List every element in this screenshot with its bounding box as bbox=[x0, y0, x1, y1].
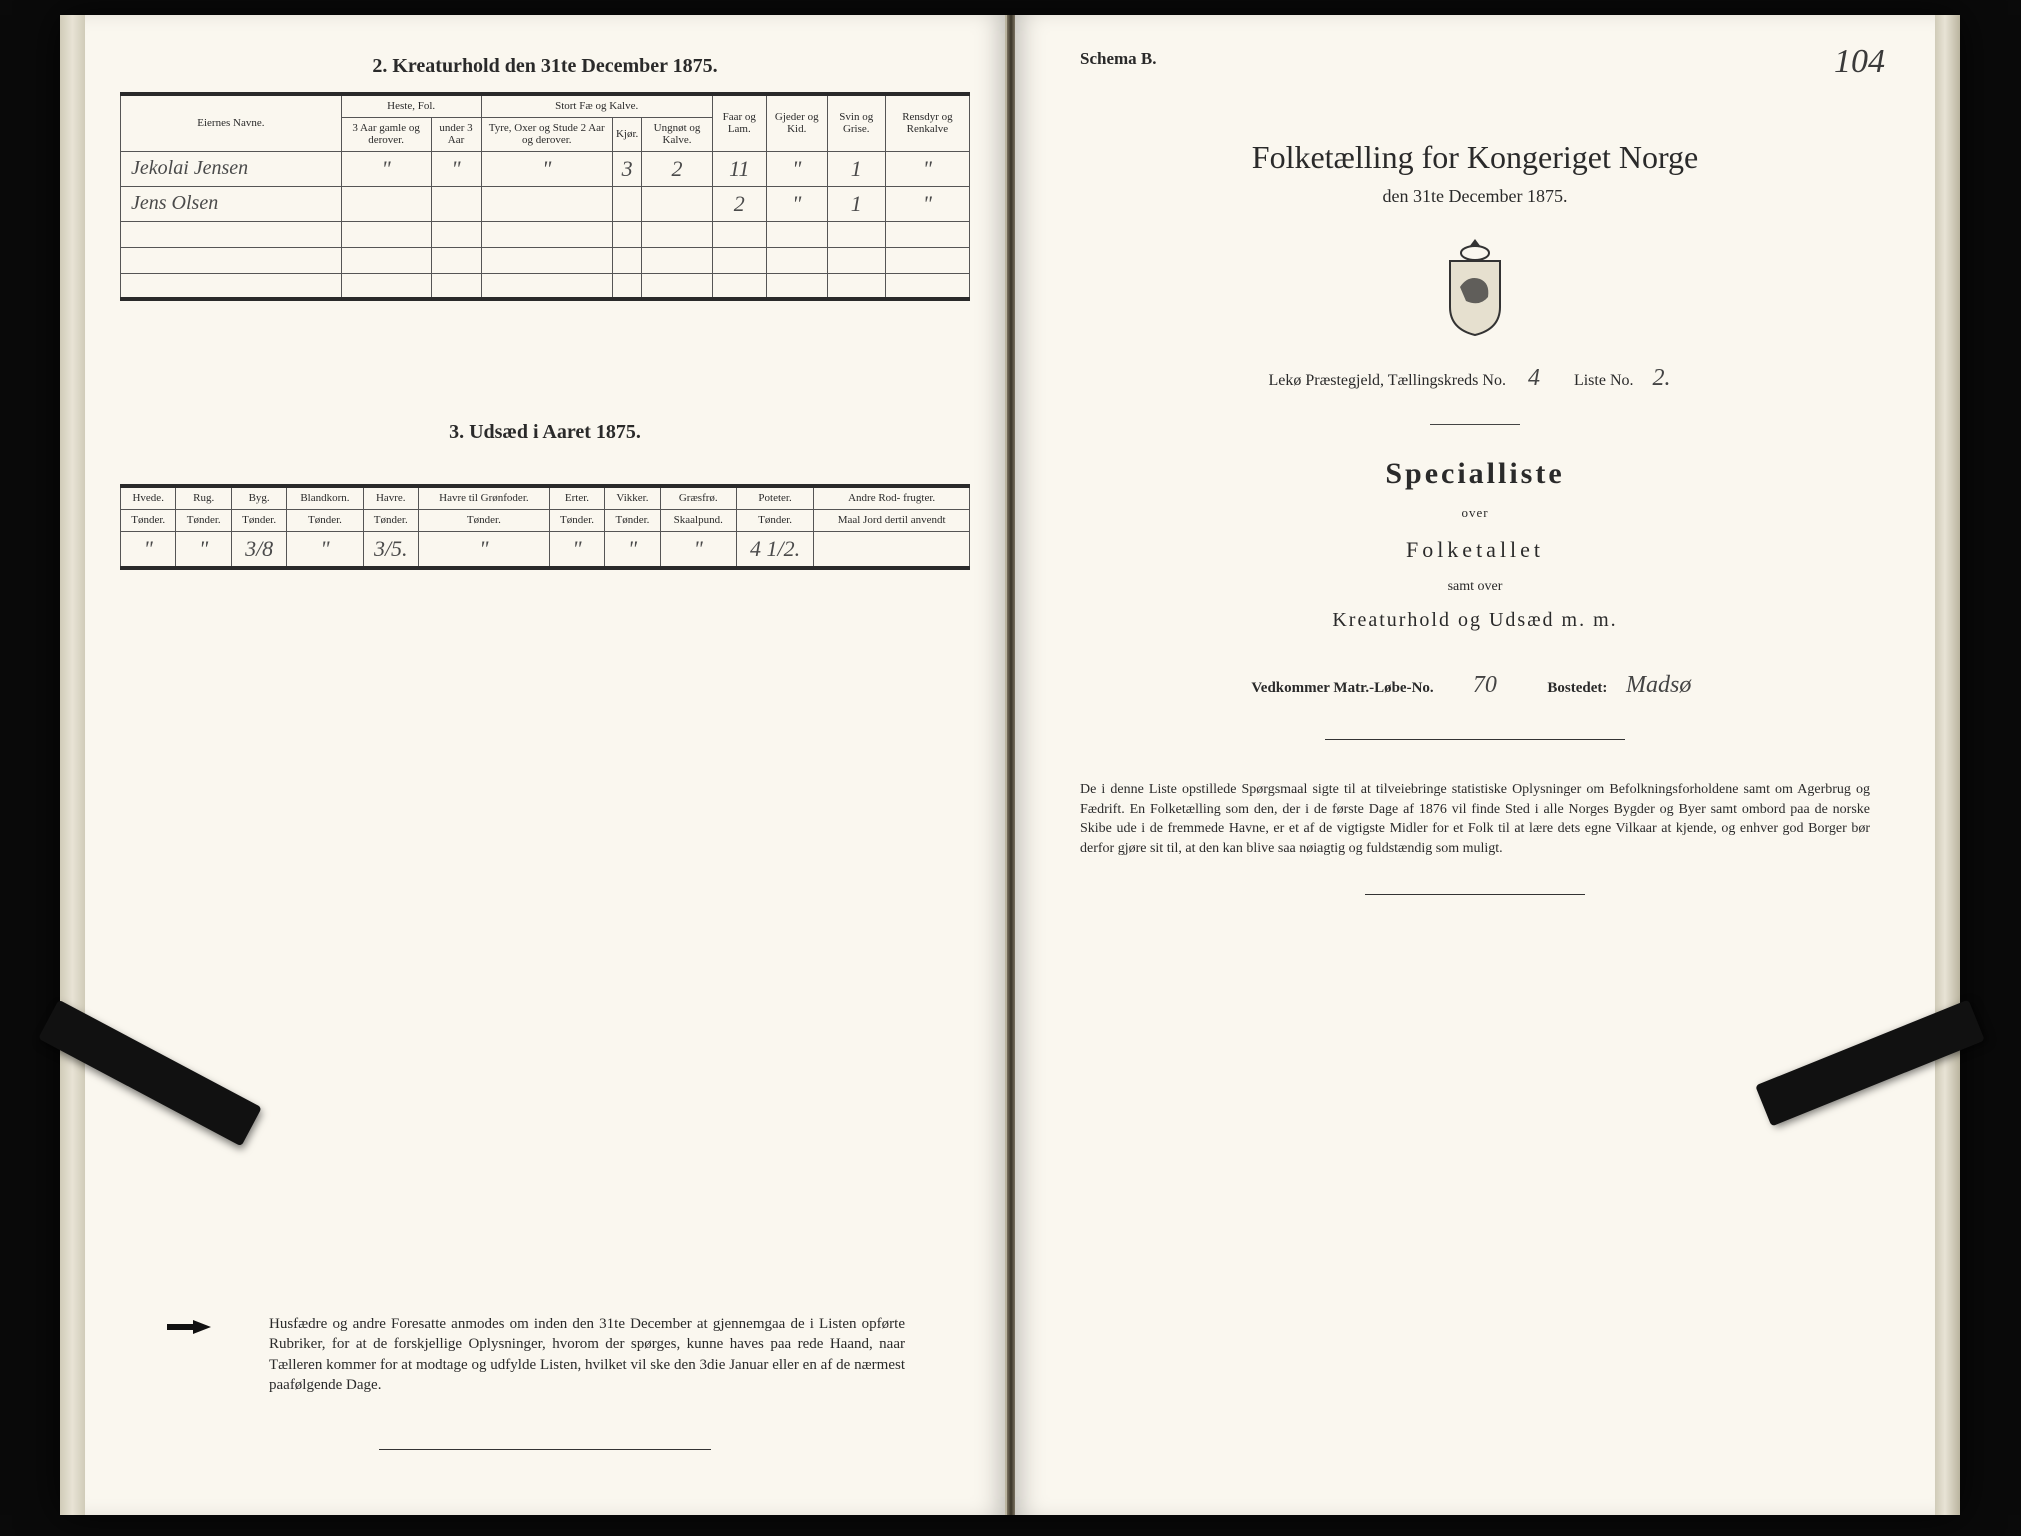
page-edges-left bbox=[60, 15, 85, 1515]
kreds-line: Lekø Præstegjeld, Tællingskreds No. 4 Li… bbox=[1050, 365, 1900, 392]
th-horses-b: under 3 Aar bbox=[431, 117, 481, 151]
kreds-prefix: Lekø Præstegjeld, Tællingskreds No. bbox=[1268, 372, 1505, 389]
census-title: Folketælling for Kongeriget Norge bbox=[1050, 139, 1900, 176]
table-kreaturhold: Eiernes Navne. Heste, Fol. Stort Fæ og K… bbox=[120, 92, 970, 301]
th-cattle-a: Tyre, Oxer og Stude 2 Aar og derover. bbox=[481, 117, 612, 151]
right-bottom-rule bbox=[1365, 894, 1585, 895]
table-row bbox=[121, 221, 970, 247]
vedkommer-line: Vedkommer Matr.-Løbe-No. 70 Bostedet: Ma… bbox=[1050, 672, 1900, 699]
owner-name: Jekolai Jensen bbox=[121, 151, 342, 186]
right-page: 104 Schema B. Folketælling for Kongerige… bbox=[1015, 15, 1935, 1515]
pointing-hand-icon bbox=[165, 1314, 215, 1340]
right-footnote-text: De i denne Liste opstillede Spørgsmaal s… bbox=[1080, 780, 1870, 858]
th-reindeer: Rensdyr og Renkalve bbox=[885, 94, 969, 151]
table-row bbox=[121, 247, 970, 273]
owner-name: Jens Olsen bbox=[121, 186, 342, 221]
section3-title: 3. Udsæd i Aaret 1875. bbox=[120, 421, 970, 444]
th-goats: Gjeder og Kid. bbox=[766, 94, 827, 151]
matr-no: 70 bbox=[1445, 672, 1525, 699]
th-cattle-c: Ungnøt og Kalve. bbox=[642, 117, 712, 151]
th-horses: Heste, Fol. bbox=[341, 94, 481, 117]
left-bottom-rule bbox=[379, 1449, 710, 1450]
kreaturhold-heading: Kreaturhold og Udsæd m. m. bbox=[1050, 609, 1900, 632]
vedk-label-a: Vedkommer Matr.-Løbe-No. bbox=[1251, 680, 1433, 696]
book-spread: 2. Kreaturhold den 31te December 1875. E… bbox=[60, 15, 1960, 1515]
section2-title: 2. Kreaturhold den 31te December 1875. bbox=[120, 55, 970, 78]
page-number: 104 bbox=[1834, 43, 1885, 81]
over-label: over bbox=[1050, 505, 1900, 521]
table-row: Jens Olsen 2 " 1 " bbox=[121, 186, 970, 221]
liste-label: Liste No. bbox=[1574, 372, 1634, 389]
liste-no: 2. bbox=[1642, 365, 1682, 392]
table-udsaed: Hvede. Rug. Byg. Blandkorn. Havre. Havre… bbox=[120, 484, 970, 569]
bosted: Madsø bbox=[1619, 672, 1699, 699]
page-edges-right bbox=[1935, 15, 1960, 1515]
left-footnote-block: Husfædre og andre Foresatte anmodes om i… bbox=[165, 1314, 945, 1395]
census-subtitle: den 31te December 1875. bbox=[1050, 186, 1900, 207]
table-row: " " 3/8 " 3/5. " " " " 4 1/2. bbox=[121, 531, 970, 568]
book-spine bbox=[1007, 15, 1015, 1515]
folketallet-heading: Folketallet bbox=[1050, 537, 1900, 563]
schema-label: Schema B. bbox=[1080, 49, 1900, 69]
coat-of-arms-icon bbox=[1436, 237, 1514, 337]
divider bbox=[1325, 739, 1625, 740]
vedk-label-b: Bostedet: bbox=[1547, 680, 1607, 696]
table-row bbox=[121, 273, 970, 299]
th-horses-a: 3 Aar gamle og derover. bbox=[341, 117, 431, 151]
th-cattle: Stort Fæ og Kalve. bbox=[481, 94, 712, 117]
left-footnote-text: Husfædre og andre Foresatte anmodes om i… bbox=[269, 1314, 905, 1395]
kreds-no: 4 bbox=[1514, 365, 1554, 392]
divider bbox=[1430, 424, 1520, 425]
samt-label: samt over bbox=[1050, 579, 1900, 595]
left-page: 2. Kreaturhold den 31te December 1875. E… bbox=[85, 15, 1007, 1515]
th-pigs: Svin og Grise. bbox=[827, 94, 885, 151]
table-row: Jekolai Jensen " " " 3 2 11 " 1 " bbox=[121, 151, 970, 186]
specialliste-heading: Specialliste bbox=[1050, 457, 1900, 491]
th-owners: Eiernes Navne. bbox=[121, 94, 342, 151]
th-cattle-b: Kjør. bbox=[612, 117, 641, 151]
th-sheep: Faar og Lam. bbox=[712, 94, 766, 151]
